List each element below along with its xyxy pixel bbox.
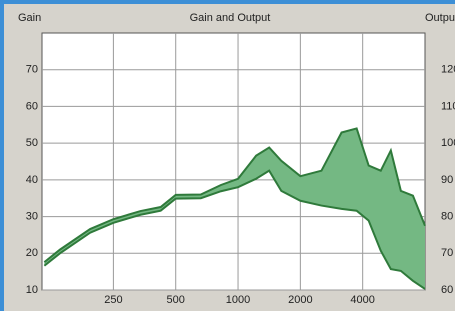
y2-tick-label: 60 bbox=[441, 284, 453, 296]
y-tick-label: 10 bbox=[26, 284, 38, 296]
x-tick-label: 2000 bbox=[288, 294, 312, 306]
y2-axis-label: Output bbox=[425, 12, 455, 24]
y-tick-label: 20 bbox=[26, 247, 38, 259]
y2-tick-label: 120 bbox=[441, 64, 455, 76]
x-tick-label: 500 bbox=[167, 294, 185, 306]
y-tick-label: 50 bbox=[26, 137, 38, 149]
border-top bbox=[0, 0, 455, 4]
chart: Gain Gain and Output Output 10 20 30 40 50 60… bbox=[0, 0, 455, 311]
y2-tick-label: 70 bbox=[441, 247, 453, 259]
x-tick-label: 250 bbox=[104, 294, 122, 306]
y2-tick-label: 110 bbox=[441, 100, 455, 112]
y-axis-label: Gain bbox=[18, 12, 41, 24]
y-tick-label: 40 bbox=[26, 174, 38, 186]
y-tick-label: 30 bbox=[26, 210, 38, 222]
x-tick-label: 4000 bbox=[350, 294, 374, 306]
y2-tick-label: 80 bbox=[441, 210, 453, 222]
page: {"chart_data": {"type": "band", "title":… bbox=[0, 0, 455, 311]
border-left bbox=[0, 0, 4, 311]
y-tick-label: 70 bbox=[26, 64, 38, 76]
y2-tick-label: 100 bbox=[441, 137, 455, 149]
y2-tick-label: 90 bbox=[441, 174, 453, 186]
y-tick-label: 60 bbox=[26, 100, 38, 112]
chart-title: Gain and Output bbox=[190, 12, 271, 24]
x-tick-label: 1000 bbox=[226, 294, 250, 306]
